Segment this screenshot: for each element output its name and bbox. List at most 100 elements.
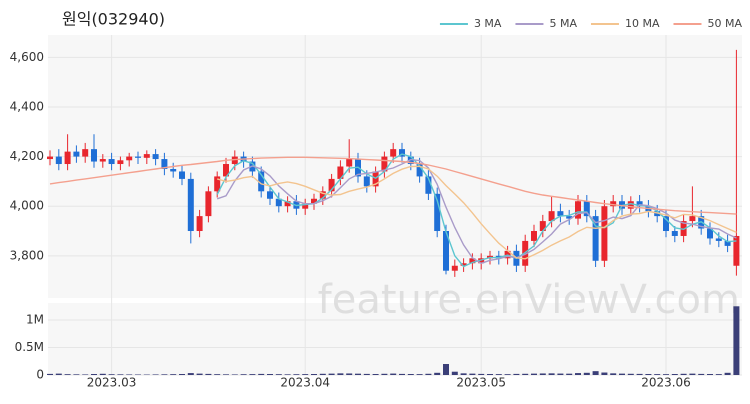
- candle-body: [73, 152, 79, 157]
- y-tick-label: 3,800: [10, 248, 44, 262]
- legend-label: 5 MA: [549, 17, 577, 30]
- volume-bar: [566, 374, 572, 375]
- candle-body: [346, 159, 352, 166]
- volume-bar: [56, 374, 62, 375]
- candle-body: [117, 160, 123, 164]
- y-tick-label: 4,000: [10, 199, 44, 213]
- volume-bar: [557, 374, 563, 375]
- x-tick-label: 2023.05: [456, 376, 506, 390]
- candle-body: [56, 157, 62, 164]
- candle-body: [126, 157, 132, 161]
- volume-bar: [126, 374, 132, 375]
- volume-bar: [469, 374, 475, 375]
- candle-body: [531, 231, 537, 241]
- candle-body: [188, 179, 194, 231]
- volume-bar: [733, 306, 739, 375]
- legend-label: 3 MA: [474, 17, 502, 30]
- legend-label: 50 MA: [707, 17, 742, 30]
- x-tick-label: 2023.04: [280, 376, 330, 390]
- volume-bar: [153, 374, 159, 375]
- candle-body: [584, 201, 590, 216]
- volume-bar: [434, 373, 440, 375]
- volume-bar: [522, 374, 528, 375]
- volume-bar: [188, 373, 194, 375]
- candle-body: [716, 238, 722, 240]
- candle-body: [91, 149, 97, 161]
- candle-body: [364, 176, 370, 186]
- volume-bar: [293, 374, 299, 375]
- volume-bar: [161, 374, 167, 375]
- volume-bar: [540, 373, 546, 375]
- y-tick-label: 4,600: [10, 50, 44, 64]
- volume-bar: [73, 374, 79, 375]
- volume-bar: [373, 374, 379, 375]
- volume-bar: [179, 374, 185, 375]
- volume-bar: [258, 374, 264, 375]
- volume-bar: [364, 374, 370, 375]
- volume-bar: [109, 374, 115, 375]
- candle-body: [601, 206, 607, 261]
- volume-bar: [320, 374, 326, 375]
- volume-bar: [390, 374, 396, 375]
- volume-bar: [716, 374, 722, 375]
- volume-bar: [82, 374, 88, 375]
- y-tick-label: 0.5M: [15, 340, 44, 354]
- volume-bar: [601, 373, 607, 375]
- volume-bar: [478, 374, 484, 375]
- volume-bar: [285, 374, 291, 375]
- volume-bar: [425, 374, 431, 375]
- volume-bar: [214, 374, 220, 375]
- y-tick-label: 4,400: [10, 99, 44, 113]
- volume-bar: [513, 374, 519, 375]
- volume-bar: [487, 374, 493, 375]
- candle-body: [452, 266, 458, 271]
- volume-bar: [417, 374, 423, 375]
- volume-bar: [698, 374, 704, 375]
- volume-bar: [65, 374, 71, 375]
- volume-bar: [223, 374, 229, 375]
- candle-body: [575, 201, 581, 218]
- candle-body: [179, 171, 185, 178]
- volume-bar: [170, 374, 176, 375]
- candle-body: [65, 152, 71, 164]
- volume-bar: [241, 374, 247, 375]
- volume-bar: [232, 374, 238, 375]
- volume-bar: [452, 372, 458, 375]
- volume-bar: [355, 374, 361, 375]
- volume-bar: [302, 374, 308, 375]
- candle-body: [135, 157, 141, 158]
- volume-bar: [346, 373, 352, 375]
- volume-bar: [276, 374, 282, 375]
- volume-bar: [408, 374, 414, 375]
- volume-bar: [47, 374, 53, 375]
- volume-bar: [689, 374, 695, 375]
- volume-bar: [610, 373, 616, 375]
- volume-bar: [707, 374, 713, 375]
- x-tick-label: 2023.03: [87, 376, 137, 390]
- volume-bar: [443, 364, 449, 375]
- volume-bar: [329, 374, 335, 375]
- volume-bar: [91, 374, 97, 375]
- volume-bar: [505, 374, 511, 375]
- candle-body: [109, 159, 115, 164]
- volume-bar: [637, 374, 643, 375]
- volume-bar: [399, 374, 405, 375]
- candle-body: [47, 157, 53, 159]
- volume-bar: [663, 374, 669, 375]
- watermark: feature.enViewV.com: [318, 277, 740, 323]
- volume-bar: [197, 374, 203, 375]
- volume-bar: [672, 374, 678, 375]
- volume-bar: [549, 373, 555, 375]
- candle-body: [144, 154, 150, 158]
- candle-body: [267, 191, 273, 198]
- volume-bar: [100, 374, 106, 375]
- y-tick-label: 1M: [26, 313, 44, 327]
- volume-bar: [249, 374, 255, 375]
- volume-bar: [117, 374, 123, 375]
- volume-bar: [619, 374, 625, 375]
- volume-bar: [381, 374, 387, 375]
- volume-bar: [461, 373, 467, 375]
- volume-bar: [593, 371, 599, 375]
- volume-bar: [337, 373, 343, 375]
